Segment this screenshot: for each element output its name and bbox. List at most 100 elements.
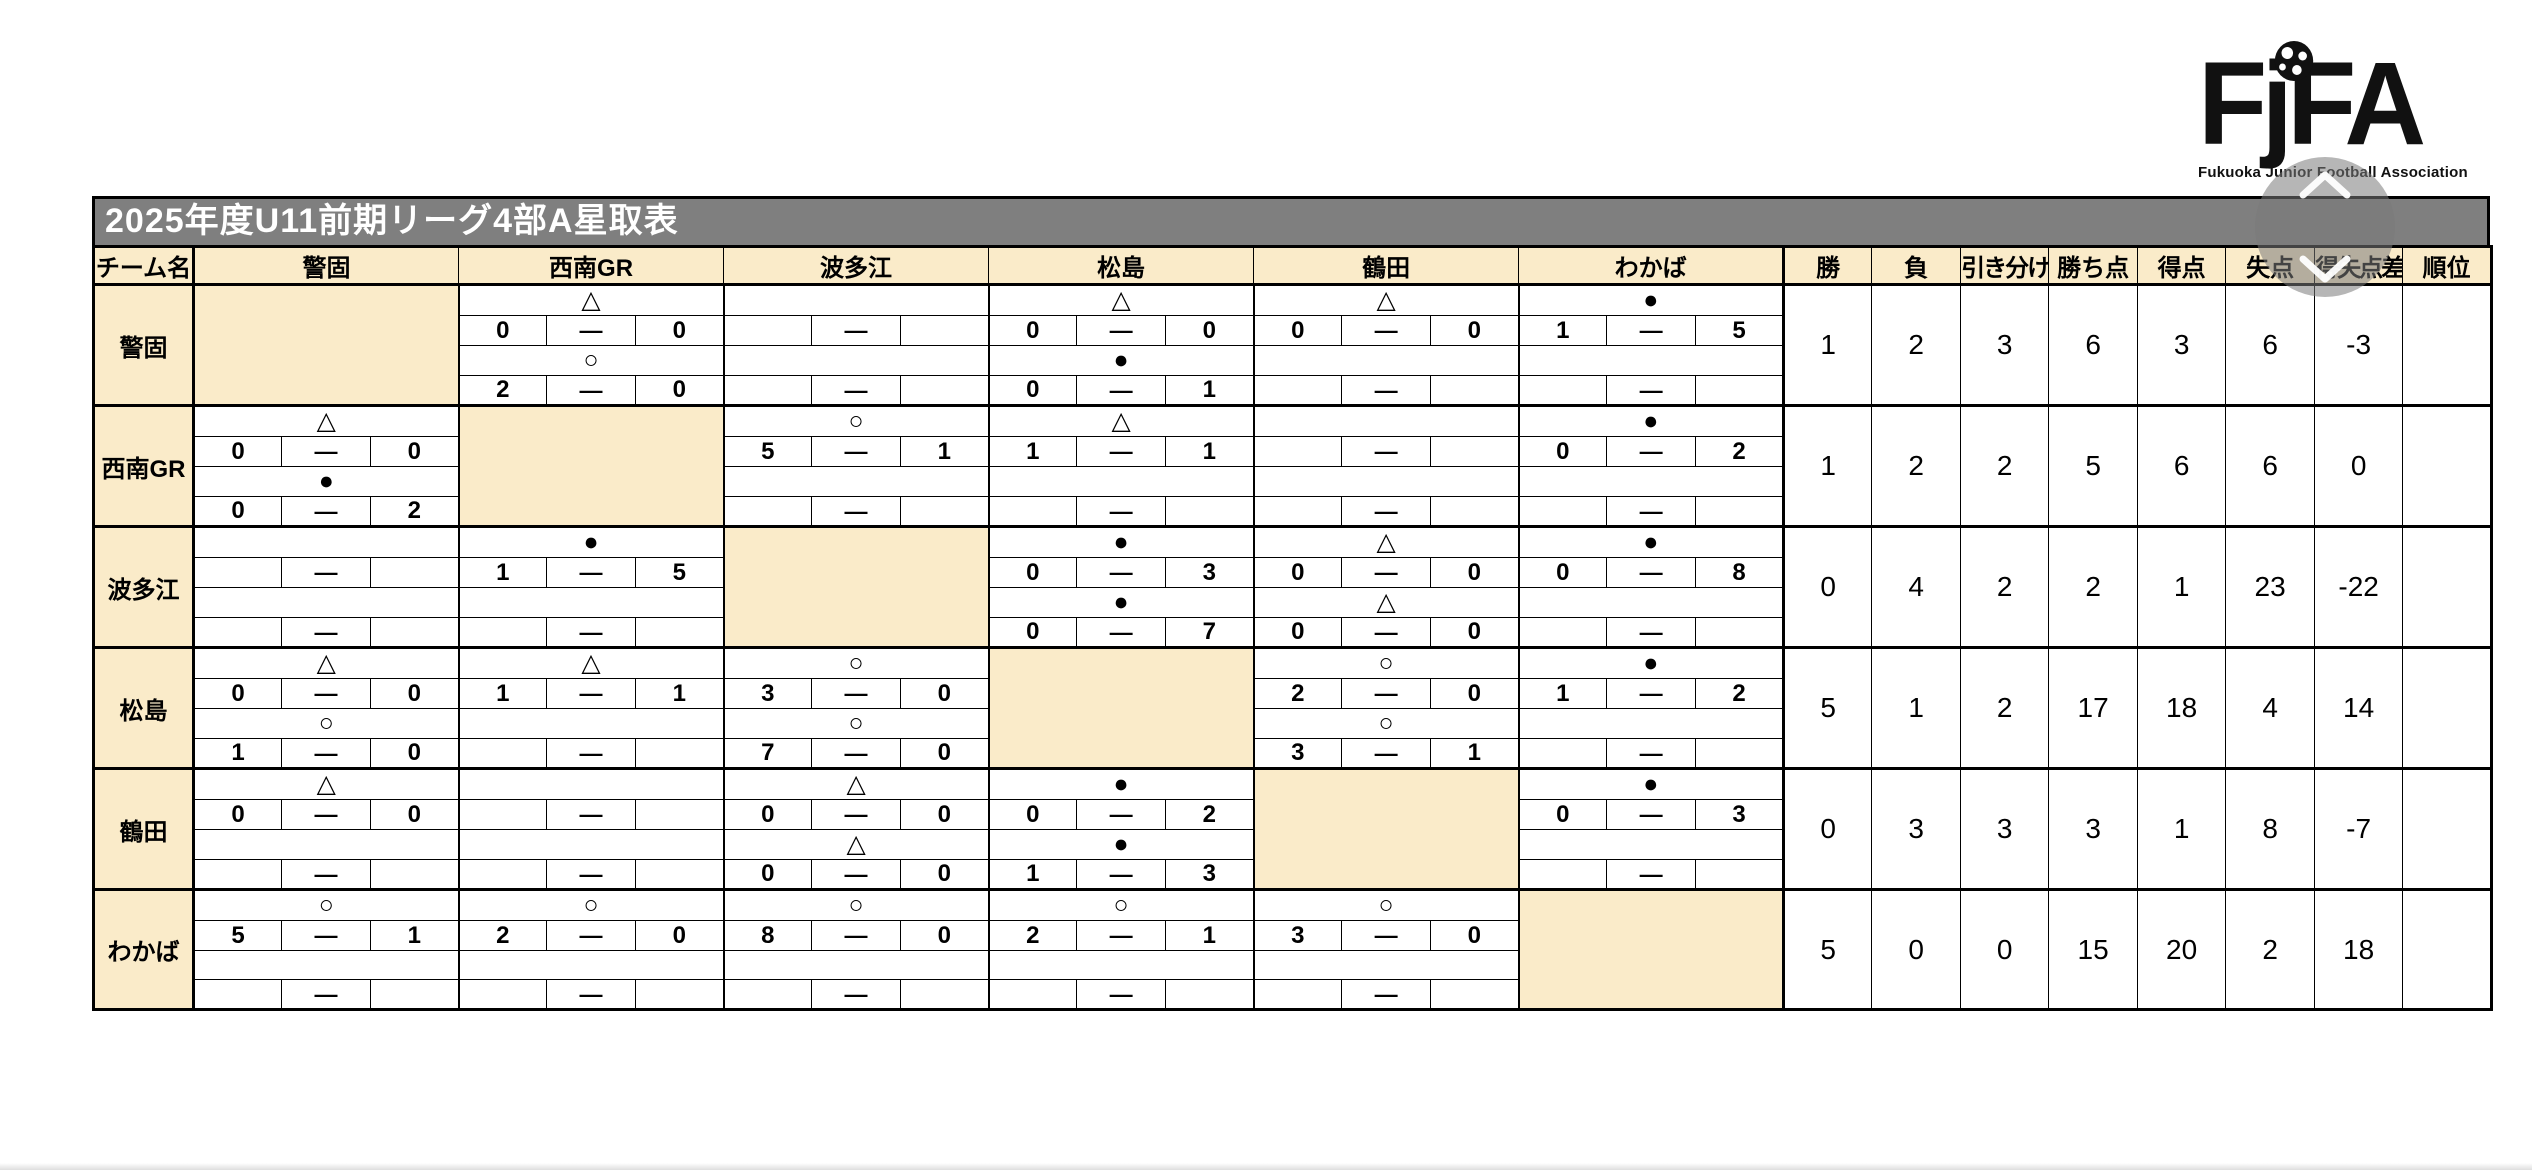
result-symbol: △	[1252, 283, 1520, 316]
score-right	[1430, 979, 1520, 1010]
score-right	[900, 375, 990, 406]
col-header-opponent-5: わかば	[1518, 246, 1785, 286]
score-dash: —	[546, 979, 637, 1010]
score-dash: —	[811, 375, 902, 406]
col-header-team-name: チーム名	[93, 246, 195, 286]
col-header-stat-4: 得点	[2137, 246, 2227, 286]
score-dash: —	[811, 738, 902, 769]
score-right	[1430, 436, 1520, 467]
score-left: 3	[1252, 738, 1343, 769]
score-left: 2	[457, 920, 548, 951]
score-right: 0	[900, 799, 990, 830]
score-left: 0	[1252, 617, 1343, 648]
score-right: 5	[1695, 315, 1785, 346]
col-header-stat-1: 負	[1871, 246, 1962, 286]
result-symbol: △	[192, 767, 460, 800]
score-right	[1165, 979, 1255, 1010]
score-left	[192, 617, 282, 648]
score-right: 0	[635, 315, 725, 346]
result-symbol: ●	[987, 345, 1255, 376]
score-left	[457, 617, 548, 648]
score-dash: —	[281, 799, 371, 830]
score-left: 1	[1517, 678, 1608, 709]
stat-gf: 1	[2137, 767, 2227, 890]
score-dash: —	[281, 738, 371, 769]
score-left: 1	[192, 738, 282, 769]
team-name: 警固	[93, 283, 195, 406]
logo-letter: A	[2344, 38, 2426, 170]
stat-draw: 0	[1960, 888, 2050, 1010]
score-right	[900, 496, 990, 527]
score-right	[1165, 496, 1255, 527]
result-symbol: ○	[722, 888, 990, 921]
stat-points: 15	[2048, 888, 2139, 1010]
result-symbol	[457, 829, 725, 860]
scroll-widget[interactable]	[2255, 157, 2395, 297]
result-symbol	[192, 950, 460, 980]
score-right	[369, 617, 460, 648]
score-left: 0	[192, 678, 282, 709]
score-dash: —	[1341, 557, 1432, 588]
result-symbol	[1252, 950, 1520, 980]
score-dash: —	[1076, 375, 1167, 406]
chevron-down-icon[interactable]	[2297, 255, 2353, 285]
self-cell	[1517, 888, 1785, 1010]
team-name: 鶴田	[93, 767, 195, 890]
score-right: 0	[900, 678, 990, 709]
stat-win: 1	[1782, 404, 1873, 527]
score-dash: —	[1076, 979, 1167, 1010]
score-left	[722, 979, 813, 1010]
stat-draw: 3	[1960, 767, 2050, 890]
score-right: 0	[369, 678, 460, 709]
result-symbol: ○	[722, 646, 990, 679]
score-left: 1	[1517, 315, 1608, 346]
result-symbol	[457, 587, 725, 618]
score-dash: —	[1076, 617, 1167, 648]
result-symbol	[192, 587, 460, 618]
score-right: 3	[1695, 799, 1785, 830]
score-left	[1517, 617, 1608, 648]
score-dash: —	[546, 315, 637, 346]
score-right: 2	[1695, 678, 1785, 709]
score-right: 0	[1430, 920, 1520, 951]
score-right: 0	[1430, 678, 1520, 709]
score-left: 0	[1252, 315, 1343, 346]
stat-gf: 3	[2137, 283, 2227, 406]
result-symbol: △	[1252, 587, 1520, 618]
league-sheet: 2025年度U11前期リーグ4部A星取表 チーム名 警固 西南GR 波多江 松島 鶴田 わか…	[92, 196, 2494, 1011]
stat-win: 1	[1782, 283, 1873, 406]
score-dash: —	[811, 496, 902, 527]
score-dash: —	[811, 678, 902, 709]
score-right: 0	[900, 920, 990, 951]
score-right	[369, 859, 460, 890]
score-left	[722, 315, 813, 346]
result-symbol: ○	[1252, 888, 1520, 921]
score-right: 0	[900, 738, 990, 769]
score-dash: —	[1606, 678, 1697, 709]
score-left: 0	[1517, 799, 1608, 830]
score-left	[457, 799, 548, 830]
soccer-ball-icon	[2274, 41, 2314, 81]
score-right: 1	[1165, 920, 1255, 951]
score-dash: —	[811, 315, 902, 346]
result-symbol: ●	[192, 466, 460, 497]
score-dash: —	[546, 557, 637, 588]
score-dash: —	[1076, 920, 1167, 951]
result-symbol: ●	[1517, 404, 1785, 437]
stat-draw: 2	[1960, 646, 2050, 769]
result-symbol	[457, 767, 725, 800]
stat-rank	[2402, 888, 2493, 1010]
score-left	[1252, 436, 1343, 467]
result-symbol: △	[192, 646, 460, 679]
score-right: 1	[900, 436, 990, 467]
score-dash: —	[1341, 436, 1432, 467]
result-symbol: ○	[192, 888, 460, 921]
team-name: 波多江	[93, 525, 195, 648]
chevron-up-icon[interactable]	[2297, 169, 2353, 199]
result-symbol: ○	[1252, 646, 1520, 679]
team-name: 西南GR	[93, 404, 195, 527]
score-right	[1695, 738, 1785, 769]
score-dash: —	[281, 617, 371, 648]
standings-table: チーム名警固西南GR波多江松島鶴田わかば勝負引き分け勝ち点得点失点得失点差順位警…	[92, 245, 2494, 1011]
stat-loss: 4	[1871, 525, 1962, 648]
